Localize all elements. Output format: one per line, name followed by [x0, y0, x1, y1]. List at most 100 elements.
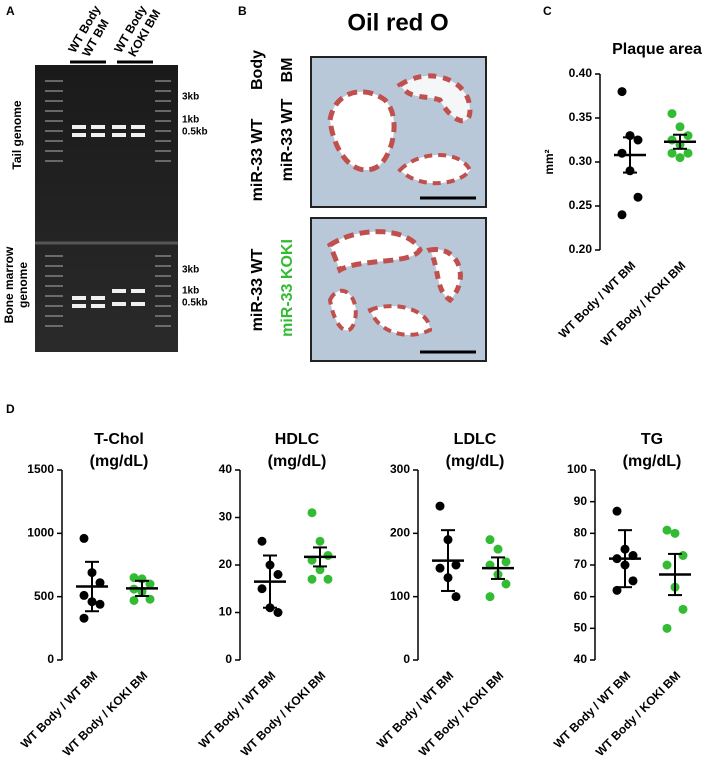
- data-point: [617, 148, 627, 158]
- marker-label: 3kb: [182, 265, 199, 276]
- row-label: miR-33 WT: [279, 98, 296, 181]
- data-point: [95, 599, 105, 609]
- data-point: [485, 535, 495, 545]
- y-tick-label: 100: [390, 589, 410, 603]
- data-point: [451, 560, 461, 570]
- panel-label: C: [543, 4, 552, 18]
- panel-label: B: [238, 4, 247, 18]
- data-point: [617, 210, 627, 220]
- data-point: [667, 109, 677, 119]
- x-tick-label: WT Body / KOKI BM: [593, 668, 684, 759]
- chart-title: (mg/dL): [268, 453, 327, 470]
- row-label: Bone marrow: [2, 246, 16, 323]
- x-tick-label: WT Body / KOKI BM: [598, 258, 689, 349]
- y-tick-label: 30: [219, 510, 233, 524]
- data-point: [633, 192, 643, 202]
- row-label: Tail genome: [10, 100, 24, 169]
- y-tick-label: 0.35: [569, 110, 593, 124]
- header-label: BM: [279, 58, 296, 83]
- data-point: [678, 604, 688, 614]
- marker-label: 3kb: [182, 92, 199, 103]
- y-tick-label: 10: [219, 605, 233, 619]
- data-point: [501, 579, 511, 589]
- data-point: [628, 576, 638, 586]
- data-point: [662, 525, 672, 535]
- chart-title: LDLC: [454, 431, 497, 448]
- gel-image: [35, 60, 178, 352]
- data-point: [485, 592, 495, 602]
- data-point: [307, 508, 317, 518]
- row-label: genome: [16, 262, 30, 308]
- y-tick-label: 0: [47, 652, 54, 666]
- data-point: [323, 574, 333, 584]
- y-tick-label: 1500: [27, 462, 54, 476]
- data-point: [678, 551, 688, 560]
- y-tick-label: 500: [34, 589, 54, 603]
- data-point: [667, 135, 677, 145]
- chart-title: T-Chol: [94, 431, 144, 448]
- marker-label: 0.5kb: [182, 298, 208, 309]
- chart-title: (mg/dL): [446, 453, 505, 470]
- data-point: [95, 578, 105, 588]
- marker-label: 1kb: [182, 286, 199, 297]
- data-point: [273, 608, 283, 617]
- data-point: [683, 131, 693, 141]
- x-tick-label: WT Body / KOKI BM: [238, 668, 329, 759]
- data-point: [662, 623, 672, 633]
- marker-label: 1kb: [182, 115, 199, 126]
- data-point: [612, 506, 622, 516]
- chart-title: HDLC: [275, 431, 320, 448]
- y-tick-label: 90: [574, 494, 588, 508]
- y-tick-label: 0.40: [569, 66, 593, 80]
- data-point: [129, 595, 139, 605]
- y-tick-label: 0.25: [569, 198, 593, 212]
- histology-title: Oil red O: [347, 9, 448, 36]
- data-point: [501, 557, 511, 567]
- y-tick-label: 70: [574, 557, 588, 571]
- data-point: [435, 563, 445, 573]
- data-point: [493, 544, 503, 554]
- data-point: [79, 613, 89, 623]
- y-tick-label: 0: [225, 652, 232, 666]
- panel-label: A: [6, 4, 15, 18]
- x-tick-label: WT Body / KOKI BM: [60, 668, 151, 759]
- row-label: miR-33 WT: [249, 248, 266, 331]
- chart-title: (mg/dL): [623, 453, 682, 470]
- chart-title: TG: [641, 431, 663, 448]
- y-tick-label: 1000: [27, 526, 54, 540]
- data-point: [662, 560, 672, 570]
- data-point: [307, 574, 317, 584]
- row-label: miR-33 KOKI: [279, 239, 296, 337]
- data-point: [273, 570, 283, 579]
- data-point: [683, 148, 693, 158]
- y-axis-label: mm²: [542, 149, 556, 174]
- data-point: [315, 536, 325, 546]
- data-point: [257, 536, 267, 546]
- y-tick-label: 100: [567, 462, 587, 476]
- row-label: miR-33 WT: [249, 118, 266, 201]
- data-point: [257, 584, 267, 594]
- x-tick-label: WT Body / KOKI BM: [416, 668, 507, 759]
- y-tick-label: 40: [574, 652, 588, 666]
- y-tick-label: 80: [574, 526, 588, 540]
- data-point: [79, 590, 89, 600]
- data-point: [675, 153, 685, 163]
- chart-title: (mg/dL): [90, 453, 149, 470]
- data-point: [667, 148, 677, 158]
- y-tick-label: 300: [390, 462, 410, 476]
- y-tick-label: 60: [574, 589, 588, 603]
- y-tick-label: 0.30: [569, 154, 593, 168]
- data-point: [435, 501, 445, 511]
- data-point: [323, 551, 333, 560]
- data-point: [617, 87, 627, 97]
- data-point: [670, 528, 680, 538]
- marker-label: 0.5kb: [182, 127, 208, 138]
- y-tick-label: 50: [574, 621, 588, 635]
- histology-image: [310, 56, 487, 362]
- chart-title: Plaque area: [612, 41, 702, 58]
- y-tick-label: 200: [390, 526, 410, 540]
- panel-label: D: [6, 402, 15, 416]
- data-point: [79, 533, 89, 543]
- y-tick-label: 40: [219, 462, 233, 476]
